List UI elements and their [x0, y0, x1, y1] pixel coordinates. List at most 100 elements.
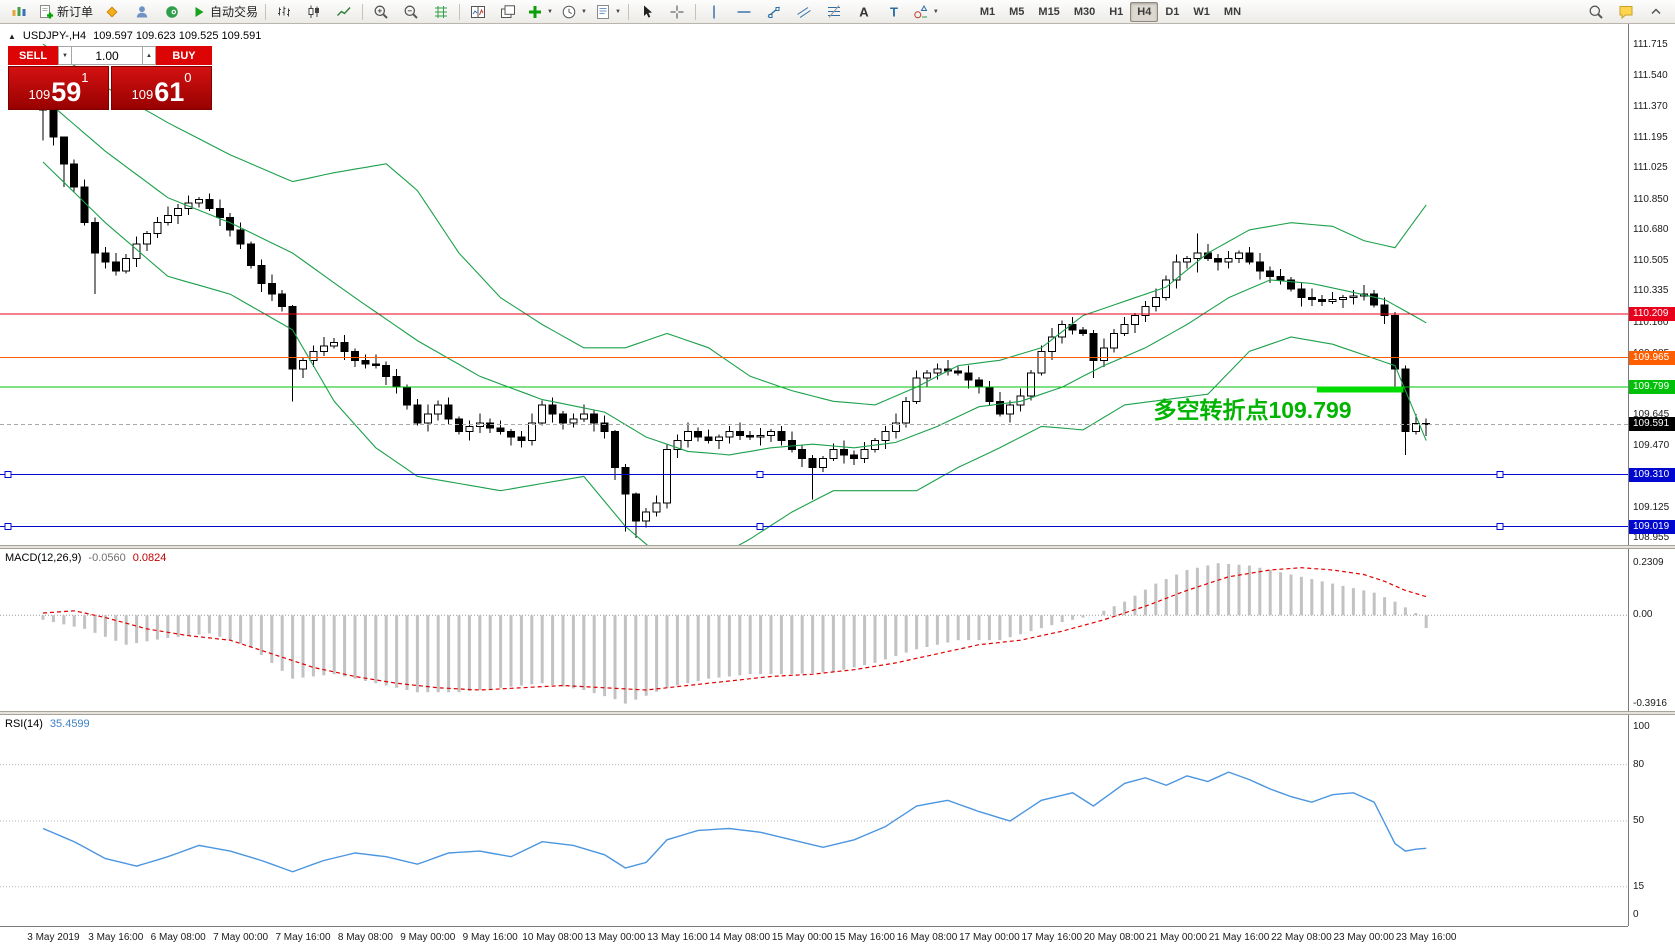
macd-histogram	[41, 563, 1428, 704]
rsi-plot	[0, 764, 1628, 888]
timeframe-m30[interactable]: M30	[1073, 5, 1096, 18]
volume-up-button[interactable]: ▲	[142, 46, 156, 65]
time-axis-label: 7 May 16:00	[275, 932, 331, 943]
terminal-logo[interactable]	[4, 1, 34, 23]
price-axis-label: 108.955	[1633, 531, 1670, 543]
annotation-text[interactable]: 多空转折点109.799	[1153, 397, 1351, 423]
price-axis[interactable]: 111.715 111.540 111.370 111.195 111.025 110.8…	[1628, 24, 1675, 926]
community-button[interactable]	[157, 1, 187, 23]
cursor-button[interactable]	[632, 1, 662, 23]
sell-button[interactable]: SELL	[8, 46, 58, 65]
panel-separator[interactable]	[0, 545, 1675, 549]
channel-button[interactable]	[789, 1, 819, 23]
horizontal-line-button[interactable]	[729, 1, 759, 23]
rsi-axis-label: 50	[1633, 815, 1645, 826]
price-tag-109.965: 109.965	[1629, 350, 1675, 365]
chart-ohlc-values: 109.597 109.623 109.525 109.591	[93, 30, 262, 42]
rsi-axis-label: 0	[1633, 909, 1639, 920]
timeframe-h1[interactable]: H1	[1109, 5, 1124, 18]
crosshair-button[interactable]	[662, 1, 692, 23]
volume-down-button[interactable]: ▼	[58, 46, 72, 65]
community-icon	[164, 4, 180, 20]
price-tag-109.310: 109.310	[1629, 467, 1675, 482]
candle-chart-button[interactable]	[299, 1, 329, 23]
macd-title: MACD(12,26,9)	[5, 552, 82, 564]
sell-price-display[interactable]: 109 59 1	[8, 66, 109, 110]
time-axis-label: 13 May 00:00	[584, 932, 646, 943]
dropdown-caret-icon: ▼	[580, 8, 587, 15]
panel-separator[interactable]	[0, 711, 1675, 715]
time-axis-label: 17 May 16:00	[1021, 932, 1083, 943]
profile-button[interactable]	[127, 1, 157, 23]
bar-chart-icon	[276, 4, 292, 20]
toolbar-separator	[265, 3, 267, 20]
time-axis-label: 17 May 00:00	[959, 932, 1020, 943]
price-axis-label: 109.125	[1633, 501, 1670, 513]
label-button[interactable]: T	[879, 1, 909, 23]
text-button[interactable]: A	[849, 1, 879, 23]
fibonacci-button[interactable]	[819, 1, 849, 23]
templates-button[interactable]: ▼	[591, 1, 625, 23]
indicators-button[interactable]: ▼	[523, 1, 557, 23]
zoom-in-button[interactable]	[366, 1, 396, 23]
line-handle[interactable]	[4, 523, 12, 531]
metaquotes-button[interactable]	[97, 1, 127, 23]
timeframe-d1[interactable]: D1	[1165, 5, 1180, 18]
autotrade-button[interactable]: 自动交易	[187, 1, 262, 23]
timeframe-m15[interactable]: M15	[1038, 5, 1060, 18]
time-axis[interactable]: 3 May 2019 3 May 16:00 6 May 08:00 7 May 00…	[0, 926, 1628, 948]
line-handle[interactable]	[1496, 523, 1504, 531]
trendline-button[interactable]	[759, 1, 789, 23]
rsi-axis-label: 80	[1633, 758, 1645, 770]
new-order-button-label: 新订单	[57, 5, 94, 19]
price-axis-label: 110.680	[1633, 223, 1669, 235]
volume-input[interactable]: 1.00	[72, 46, 142, 65]
shapes-button[interactable]: ▼	[909, 1, 943, 23]
main-chart-plot[interactable]: 多空转折点109.799	[0, 24, 1628, 545]
timeframe-m1[interactable]: M1	[979, 5, 996, 18]
timeframe-mn[interactable]: MN	[1223, 5, 1242, 18]
buy-price-display[interactable]: 109 61 0	[111, 66, 212, 110]
line-chart-button[interactable]	[329, 1, 359, 23]
cascade-windows-button[interactable]	[493, 1, 523, 23]
bollinger-upper-band	[42, 43, 1427, 406]
channel-icon	[796, 4, 812, 20]
macd-axis-label: -0.3916	[1633, 697, 1667, 709]
tile-windows-button[interactable]	[463, 1, 493, 23]
toolbar-right-group	[1581, 1, 1671, 23]
tile-windows-icon	[470, 4, 486, 20]
terminal-logo-icon	[11, 4, 27, 20]
dropdown-caret-icon: ▼	[614, 8, 621, 15]
macd-panel[interactable]: MACD(12,26,9) -0.0560 0.0824	[0, 549, 1628, 711]
vertical-line-button[interactable]	[699, 1, 729, 23]
rsi-line	[42, 771, 1427, 873]
line-chart-icon	[336, 4, 352, 20]
shapes-icon	[913, 4, 929, 20]
rsi-panel[interactable]: RSI(14) 35.4599	[0, 715, 1628, 926]
price-axis-label: 110.160	[1633, 316, 1669, 328]
timeframe-m5[interactable]: M5	[1009, 5, 1025, 18]
new-order-button[interactable]: 新订单	[34, 1, 97, 23]
price-axis-label: 111.715	[1633, 39, 1668, 50]
line-handle[interactable]	[756, 471, 764, 479]
periods-button[interactable]: ▼	[557, 1, 591, 23]
timeframe-w1[interactable]: W1	[1193, 5, 1210, 18]
rsi-axis-label: 15	[1633, 880, 1645, 892]
time-axis-label: 22 May 08:00	[1271, 932, 1332, 943]
main-chart-panel[interactable]: ▲ USDJPY-,H4 109.597 109.623 109.525 109…	[0, 24, 1628, 545]
templates-icon	[595, 4, 611, 20]
zoom-out-button[interactable]	[396, 1, 426, 23]
bar-chart-button[interactable]	[269, 1, 299, 23]
search-button[interactable]	[1581, 1, 1611, 23]
line-handle[interactable]	[756, 523, 764, 531]
timeframe-h4[interactable]: H4	[1130, 1, 1159, 22]
buy-button[interactable]: BUY	[156, 46, 212, 65]
time-axis-label: 3 May 2019	[27, 932, 80, 943]
chat-button[interactable]	[1611, 1, 1641, 23]
grid-button[interactable]	[426, 1, 456, 23]
line-handle[interactable]	[4, 471, 12, 479]
collapse-toolbar-button[interactable]	[1641, 1, 1671, 23]
sell-price-big: 59	[51, 77, 82, 107]
line-handle[interactable]	[1496, 471, 1504, 479]
